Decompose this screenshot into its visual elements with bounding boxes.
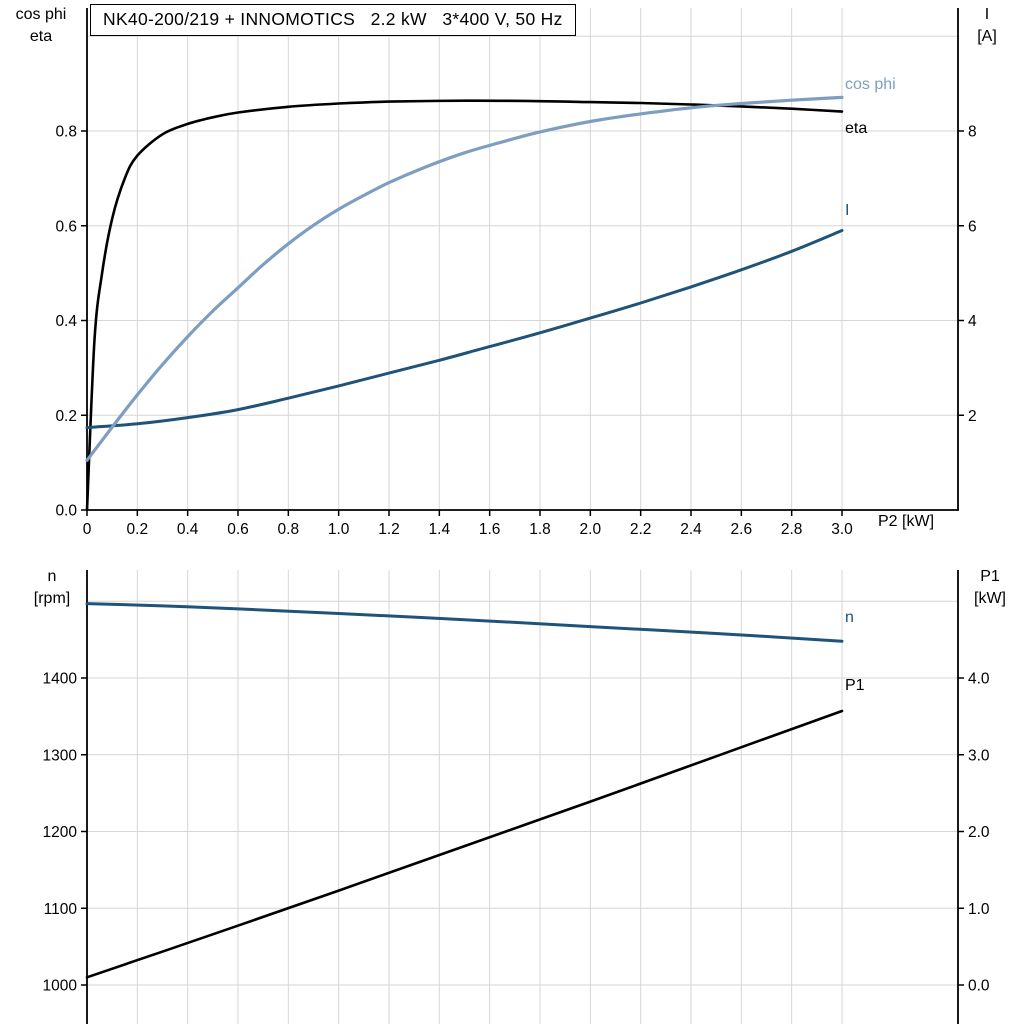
x-tick-label: 0.2: [127, 521, 149, 538]
x-tick-label: 2.2: [630, 521, 652, 538]
x-tick-label: 0.8: [278, 521, 300, 538]
speed-axis-label: n: [47, 568, 57, 585]
x-tick-label: 1.8: [529, 521, 551, 538]
y-left-tick-label: 1400: [43, 671, 78, 688]
x-tick-label: 1.4: [429, 521, 451, 538]
y-left-tick-label: 1200: [43, 824, 78, 841]
y-left-tick-label: 1000: [43, 978, 78, 995]
speed-curve-label: n: [845, 609, 854, 626]
top-left-axis-title: cos phi eta: [5, 4, 77, 48]
y-left-tick-label: 1100: [44, 901, 78, 918]
x-tick-label: 2.6: [731, 521, 753, 538]
bottom-left-axis-title: n [rpm]: [22, 566, 82, 610]
p1-axis-label: P1: [980, 568, 1000, 585]
cos-phi-curve-label: cos phi: [845, 76, 896, 93]
current-axis-label: I: [984, 6, 990, 23]
y-left-tick-label: 0.6: [55, 218, 77, 235]
y-right-tick-label: 2.0: [968, 824, 990, 841]
y-right-tick-label: 1.0: [968, 901, 990, 918]
x-axis-label: P2 [kW]: [878, 513, 935, 530]
y-right-tick-label: 6: [968, 218, 977, 235]
cos-phi-axis-label: cos phi: [15, 6, 67, 23]
p1-axis-unit: [kW]: [974, 590, 1006, 607]
bottom-right-axis-title: P1 [kW]: [960, 566, 1020, 610]
chart-title: NK40-200/219 + INNOMOTICS 2.2 kW 3*400 V…: [90, 4, 576, 36]
y-right-tick-label: 3.0: [968, 747, 990, 764]
y-right-tick-label: 8: [968, 124, 977, 141]
y-right-tick-label: 4.0: [968, 671, 990, 688]
y-left-tick-label: 0.0: [55, 503, 77, 520]
y-left-tick-label: 0.8: [55, 124, 77, 141]
curve-cos-phi: [85, 95, 844, 462]
curve-eta: [85, 99, 844, 512]
x-tick-label: 2.8: [781, 521, 803, 538]
top-right-axis-title: I [A]: [962, 4, 1012, 48]
current-curve-label: I: [845, 202, 850, 219]
y-right-tick-label: 2: [968, 408, 977, 425]
eta-axis-label: eta: [29, 28, 53, 45]
curve-I: [85, 229, 844, 430]
speed-axis-unit: [rpm]: [33, 590, 71, 607]
y-right-tick-label: 4: [968, 313, 977, 330]
current-axis-unit: [A]: [977, 28, 997, 45]
x-tick-label: 1.6: [479, 521, 501, 538]
eta-curve-label: eta: [845, 120, 868, 137]
y-right-tick-label: 0.0: [968, 978, 990, 995]
curve-n: [85, 602, 844, 643]
x-tick-label: 2.4: [680, 521, 702, 538]
x-tick-label: 3.0: [831, 521, 853, 538]
y-left-tick-label: 1300: [43, 747, 78, 764]
x-tick-label: 0.4: [177, 521, 199, 538]
x-tick-label: 1.0: [328, 521, 350, 538]
y-left-tick-label: 0.4: [55, 313, 77, 330]
y-left-tick-label: 0.2: [55, 408, 77, 425]
p1-curve-label: P1: [845, 677, 865, 694]
curve-P1: [85, 709, 844, 979]
x-tick-label: 0.6: [227, 521, 249, 538]
x-tick-label: 0: [83, 521, 92, 538]
x-tick-label: 1.2: [378, 521, 400, 538]
x-tick-label: 2.0: [580, 521, 602, 538]
